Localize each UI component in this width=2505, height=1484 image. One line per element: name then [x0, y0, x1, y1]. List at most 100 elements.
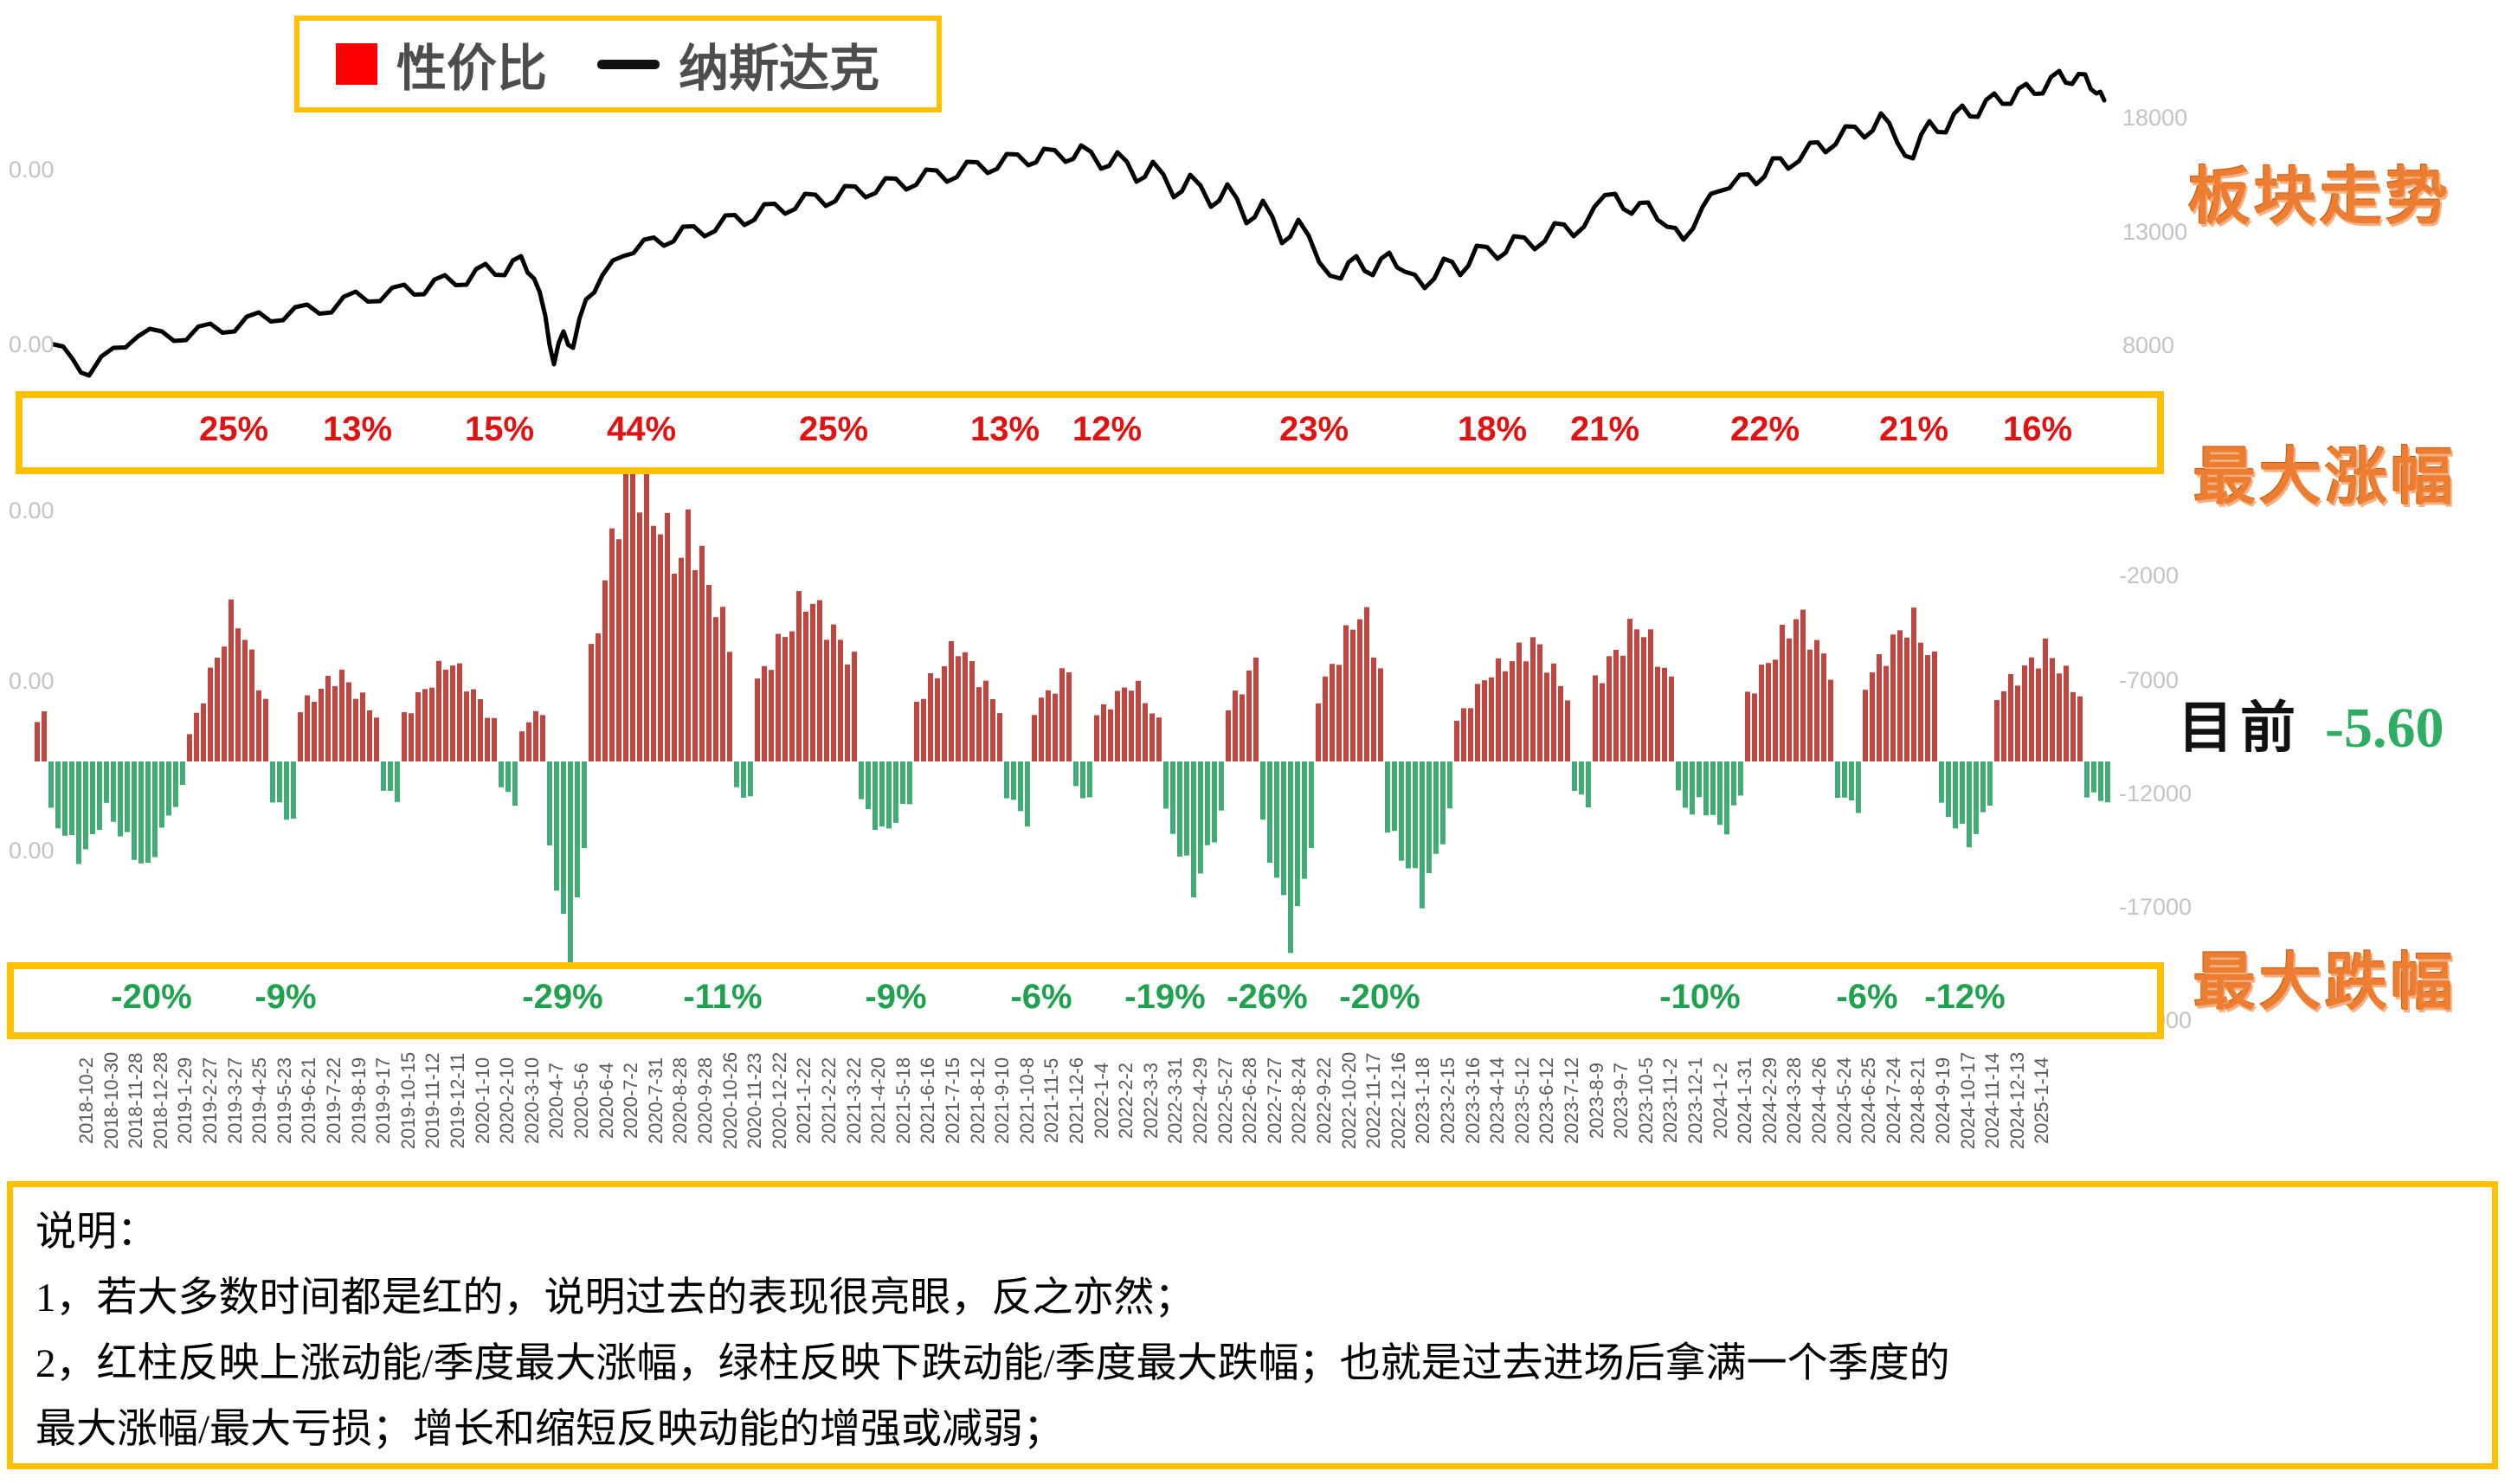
momentum-bar [256, 690, 261, 761]
quarter-max-gain: 25% [798, 410, 869, 448]
quarter-max-gain: 18% [1457, 410, 1528, 448]
momentum-bar [1046, 690, 1051, 761]
quarter-max-gain: 23% [1278, 410, 1349, 448]
momentum-bar [104, 761, 109, 803]
date-axis-tick: 2021-6-16 [917, 1057, 939, 1145]
current-reading: 目前 -5.60 [2178, 684, 2444, 763]
date-axis-tick: 2024-3-28 [1783, 1057, 1806, 1145]
momentum-bar [796, 591, 802, 761]
quarter-max-loss: -10% [1659, 978, 1741, 1016]
momentum-bar [782, 637, 788, 761]
momentum-bar [1447, 761, 1452, 809]
quarter-max-loss: -6% [1836, 978, 1898, 1016]
momentum-bar [561, 761, 566, 915]
quarter-max-loss: -29% [522, 978, 603, 1016]
momentum-bar [1911, 607, 1916, 761]
date-axis-tick: 2023-12-1 [1684, 1057, 1706, 1145]
momentum-bar [637, 512, 642, 761]
momentum-bar [1994, 700, 1999, 761]
momentum-bar [159, 761, 164, 828]
momentum-bar [568, 761, 573, 973]
momentum-bar [1780, 624, 1785, 761]
momentum-bar [492, 717, 497, 761]
date-axis-tick: 2022-6-28 [1239, 1057, 1261, 1145]
momentum-bar [1600, 683, 1605, 761]
momentum-bar [1517, 642, 1522, 761]
momentum-bar [1357, 619, 1362, 761]
quarter-max-gain: 22% [1729, 410, 1800, 448]
left-axis-tick: 0.00 [9, 668, 55, 694]
momentum-bar [928, 673, 933, 761]
momentum-bar [1025, 761, 1030, 827]
quarter-max-gain: 13% [969, 410, 1040, 448]
quarter-max-loss: -20% [1339, 978, 1420, 1016]
momentum-bar [2029, 657, 2034, 761]
date-axis-tick: 2024-1-31 [1734, 1057, 1756, 1145]
momentum-bar [1683, 761, 1688, 808]
momentum-bar [817, 600, 822, 761]
momentum-bar [2036, 668, 2041, 761]
date-axis-tick: 2023-7-12 [1561, 1057, 1582, 1145]
date-axis-tick: 2020-2-10 [496, 1057, 518, 1145]
momentum-bar [339, 669, 345, 761]
date-axis-tick: 2018-10-30 [100, 1051, 122, 1150]
date-axis-tick: 2020-11-23 [744, 1052, 766, 1149]
momentum-bar [360, 692, 365, 761]
momentum-bar [55, 761, 61, 829]
bar-series-swatch [336, 43, 377, 85]
momentum-bar [727, 652, 732, 761]
momentum-bar [1523, 661, 1529, 761]
date-axis-tick: 2021-10-8 [1015, 1057, 1038, 1145]
momentum-bars [35, 449, 2110, 973]
momentum-bar [1565, 700, 1570, 761]
date-axis-tick: 2022-4-29 [1189, 1057, 1211, 1145]
momentum-bar [1011, 761, 1016, 800]
momentum-bar [1413, 761, 1418, 869]
momentum-bar [1309, 761, 1314, 848]
momentum-bar [1385, 761, 1390, 833]
momentum-bar [1738, 761, 1743, 796]
momentum-bar [1620, 655, 1626, 761]
momentum-bar [125, 761, 130, 832]
momentum-bar [1731, 761, 1736, 806]
momentum-bar [83, 761, 88, 850]
momentum-bar [97, 761, 102, 831]
momentum-bar [1641, 637, 1646, 761]
max-gain-title: 最大涨幅 [2193, 443, 2457, 512]
momentum-bar [1018, 761, 1023, 812]
quarter-max-loss: -11% [683, 978, 763, 1016]
momentum-bar [319, 688, 324, 761]
momentum-bar [519, 731, 525, 761]
momentum-bar [457, 663, 462, 761]
momentum-bar [1607, 656, 1612, 761]
date-axis-tick: 2022-10-20 [1337, 1051, 1360, 1150]
momentum-bar [1191, 761, 1196, 898]
momentum-bar [1219, 761, 1224, 811]
momentum-bar [76, 761, 81, 864]
momentum-bar [1170, 761, 1175, 834]
date-axis-tick: 2022-3-31 [1164, 1057, 1187, 1145]
momentum-bar [2105, 761, 2110, 803]
momentum-bar [1863, 690, 1868, 761]
momentum-bar [914, 702, 919, 761]
momentum-bar [215, 657, 220, 761]
momentum-bar [824, 639, 829, 761]
momentum-bar [734, 761, 739, 787]
momentum-bar [478, 698, 483, 761]
date-axis-tick: 2024-8-21 [1907, 1057, 1929, 1145]
momentum-bar [118, 761, 123, 837]
momentum-bar [1884, 665, 1889, 761]
momentum-bar [900, 761, 905, 805]
momentum-bar [422, 689, 428, 761]
momentum-bar [138, 761, 144, 864]
date-axis-tick: 2020-4-7 [545, 1062, 568, 1140]
date-axis-tick: 2018-10-2 [75, 1057, 97, 1145]
date-axis-tick: 2019-2-27 [199, 1057, 221, 1145]
momentum-bar [263, 698, 268, 761]
momentum-bar [609, 528, 615, 761]
date-axis-tick: 2024-2-29 [1758, 1057, 1781, 1145]
momentum-bar [1433, 761, 1439, 854]
momentum-bar [346, 682, 351, 761]
date-axis-tick: 2020-5-6 [570, 1062, 592, 1140]
